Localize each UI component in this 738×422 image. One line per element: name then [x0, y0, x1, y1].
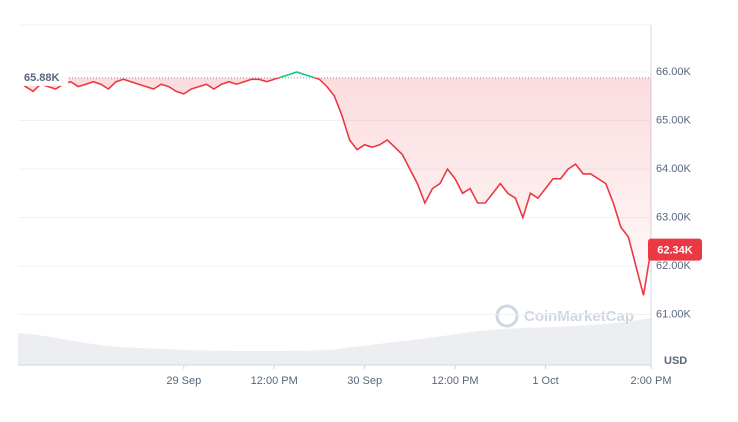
area-below-reference: [18, 77, 651, 296]
reference-label: 65.88K: [24, 72, 60, 84]
y-tick-label: 64.00K: [656, 163, 692, 175]
last-price-badge: [648, 238, 702, 261]
watermark: CoinMarketCap: [495, 304, 634, 328]
volume-area: [18, 318, 651, 365]
watermark-logo: [495, 304, 519, 328]
x-tick-label: 1 Oct: [532, 375, 558, 387]
y-tick-label: 62.00K: [656, 260, 692, 272]
y-tick-label: 65.00K: [656, 114, 692, 126]
last-price-label: 62.34K: [657, 244, 693, 256]
price-line: [18, 77, 651, 296]
x-tick-label: 2:00 PM: [631, 375, 672, 387]
x-tick-label: 29 Sep: [166, 375, 201, 387]
watermark-text: CoinMarketCap: [524, 308, 634, 325]
y-tick-label: 63.00K: [656, 211, 692, 223]
y-tick-label: 61.00K: [656, 308, 692, 320]
y-tick-label: 66.00K: [656, 66, 692, 78]
x-tick-label: 12:00 PM: [432, 375, 479, 387]
x-tick-label: 30 Sep: [347, 375, 382, 387]
reference-label-bg: [18, 69, 68, 86]
x-tick-label: 12:00 PM: [251, 375, 298, 387]
y-unit: USD: [664, 355, 687, 367]
